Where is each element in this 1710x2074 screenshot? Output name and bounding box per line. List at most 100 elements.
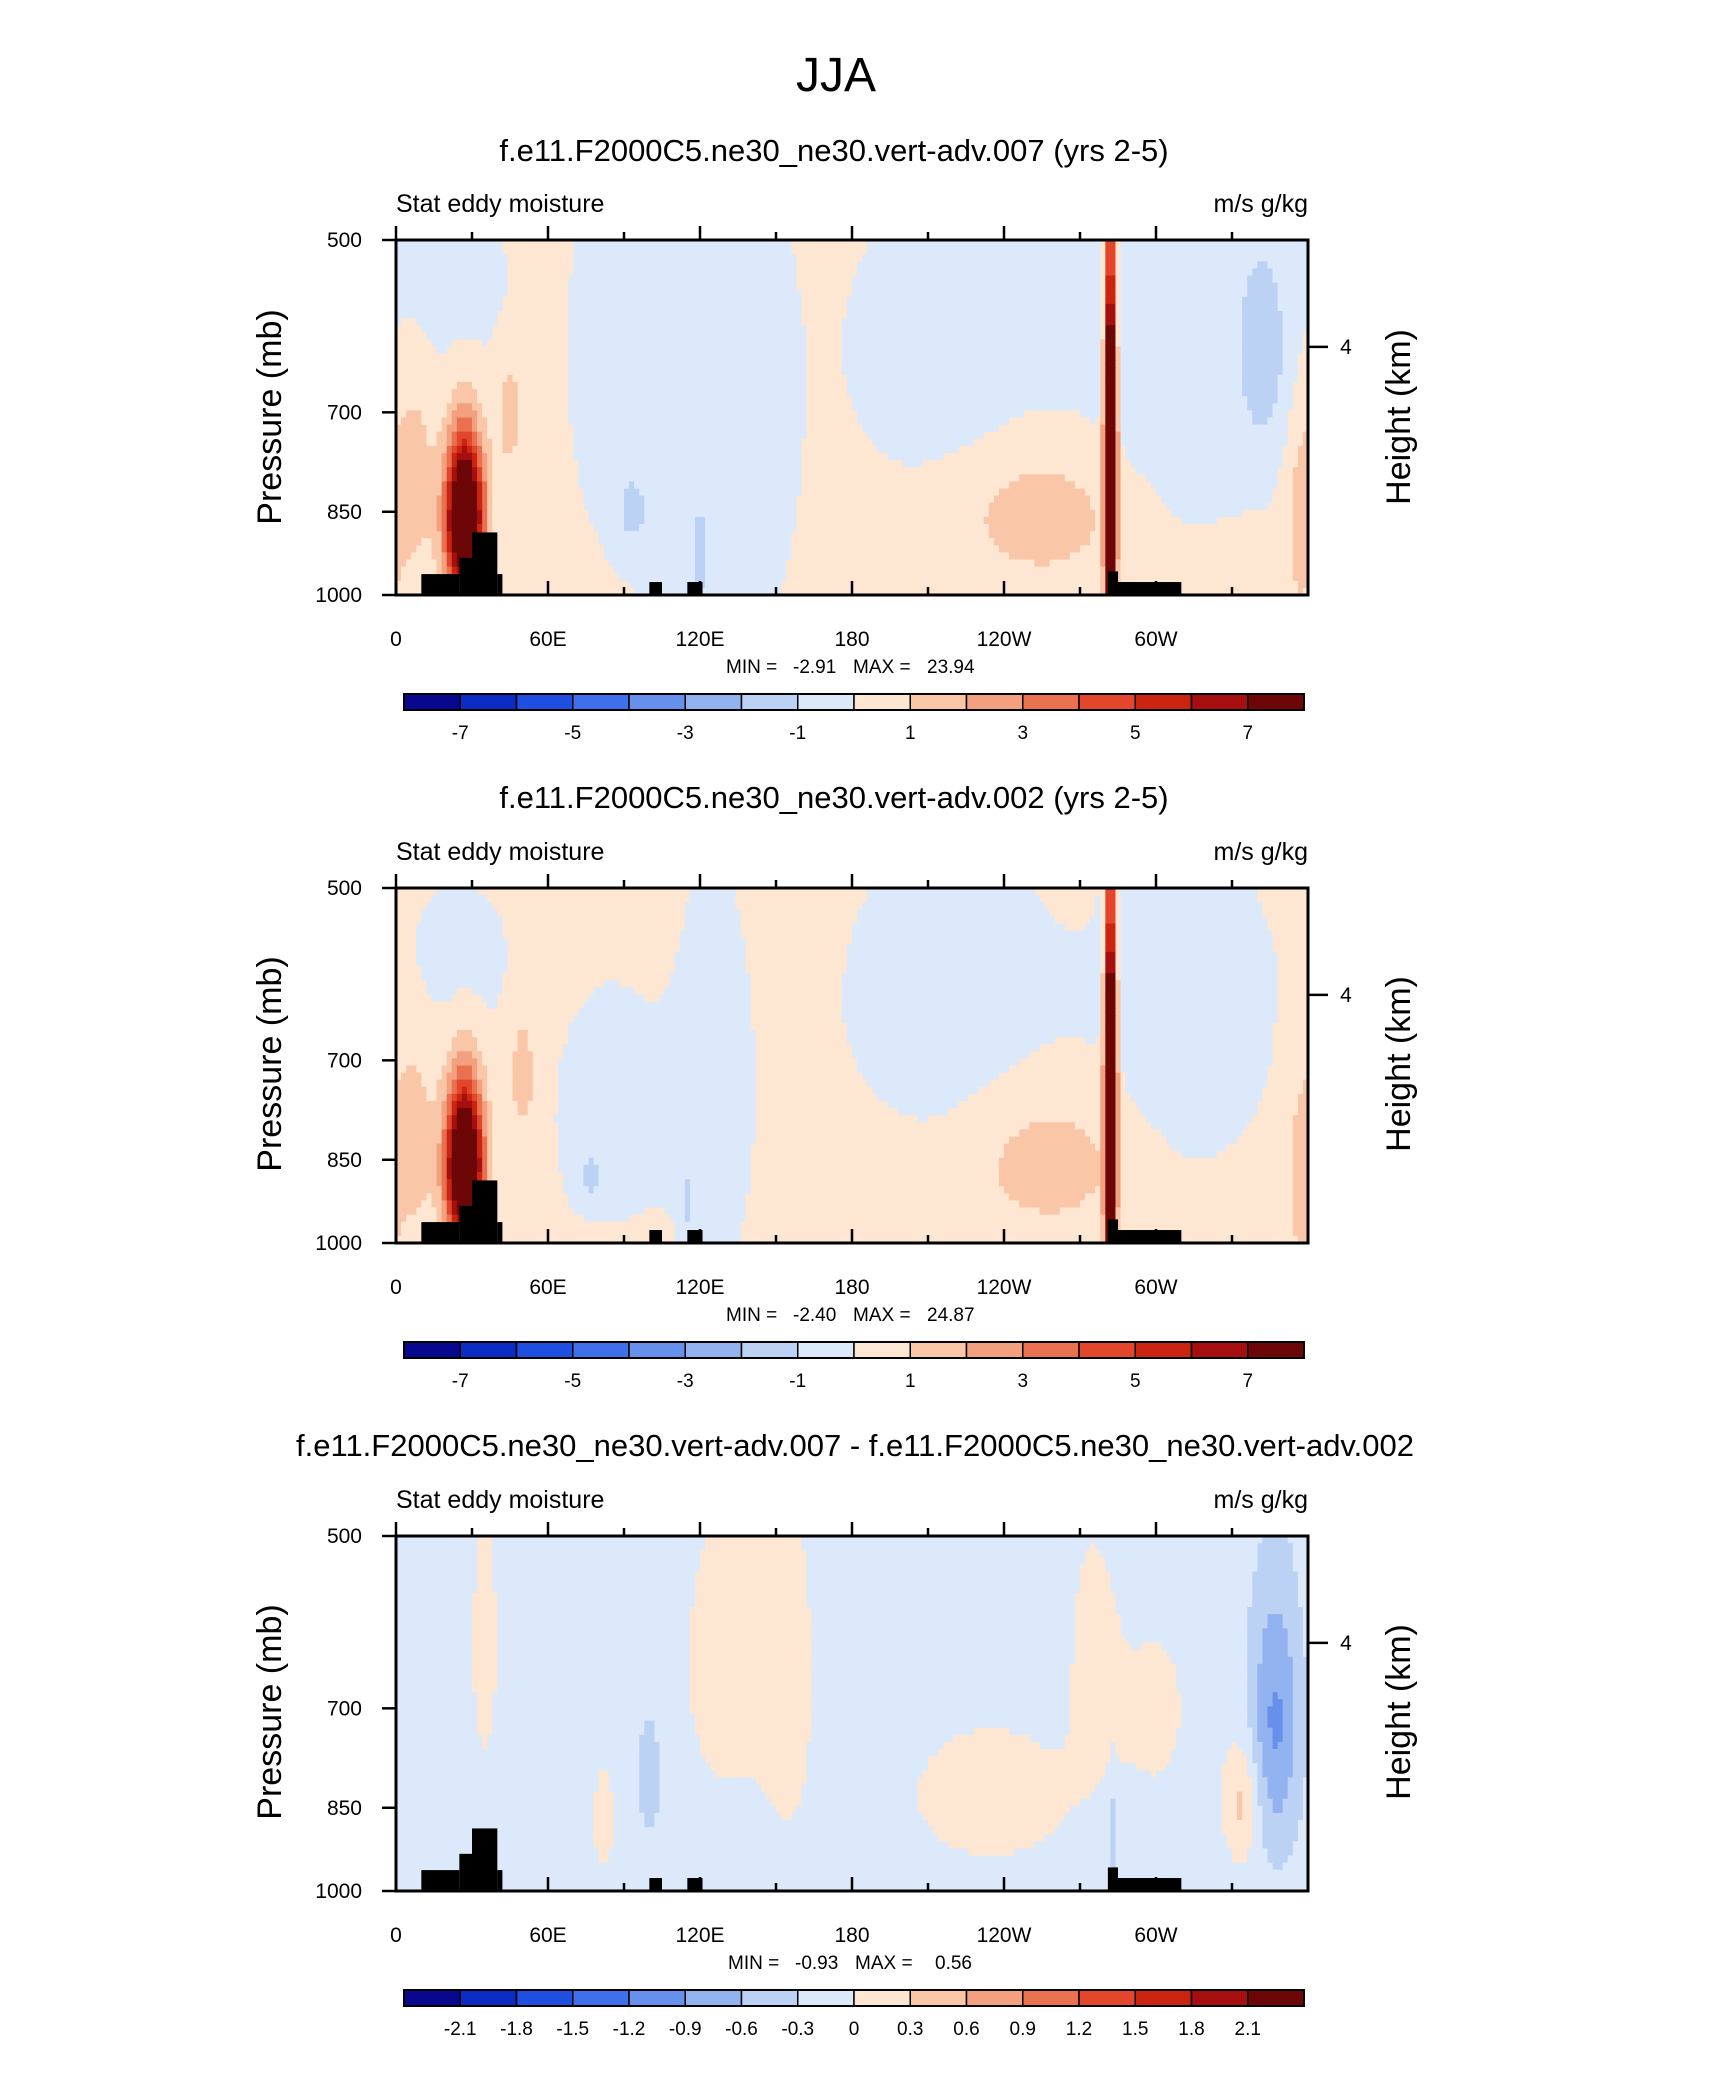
contour-cell [456,282,463,291]
contour-cell [816,417,823,426]
contour-cell [1282,254,1289,262]
contour-cell [948,417,954,426]
contour-cell [1069,346,1076,355]
contour-cell [1181,410,1187,419]
contour-cell [472,417,478,426]
contour-cell [1161,325,1167,333]
contour-cell [933,261,939,269]
contour-cell [1277,403,1284,411]
contour-cell [988,332,995,340]
contour-cell [1181,268,1187,277]
contour-cell [735,282,742,291]
figure-title: JJA [796,49,876,102]
contour-cell [938,417,944,426]
contour-cell [755,303,762,312]
contour-cell [902,353,909,362]
contour-cell [983,360,990,369]
contour-cell [922,360,929,369]
contour-cell [963,303,970,312]
contour-cell [917,396,924,404]
contour-cell [887,268,894,277]
contour-cell [1267,247,1274,255]
contour-cell [654,282,661,291]
contour-cell [568,367,574,376]
contour-cell [922,417,929,426]
contour-cell [867,240,873,248]
contour-cell [401,396,407,404]
contour-cell [1069,360,1076,369]
contour-cell [735,303,742,312]
contour-cell [639,325,645,333]
contour-cell [1206,254,1213,262]
contour-cell [958,396,965,404]
contour-cell [1201,282,1208,291]
contour-cell [973,261,980,269]
contour-cell [1262,360,1269,369]
contour-cell [770,268,777,277]
contour-cell [629,382,635,390]
contour-cell [558,254,564,262]
contour-cell [1049,325,1056,333]
contour-cell [781,303,787,312]
contour-cell [629,254,635,262]
contour-cell [1161,396,1167,404]
contour-cell [507,396,514,404]
contour-cell [831,247,838,255]
contour-cell [811,431,818,440]
contour-cell [1145,275,1152,284]
contour-cell [502,311,509,319]
contour-cell [1211,410,1218,419]
contour-cell [1074,325,1081,333]
contour-cell [902,431,909,440]
contour-cell [1171,346,1177,355]
contour-cell [1156,360,1162,369]
contour-cell [836,332,843,340]
contour-cell [730,346,737,355]
contour-cell [988,417,995,426]
contour-cell [978,396,985,404]
contour-cell [1206,346,1213,355]
contour-cell [1029,360,1035,369]
contour-cell [1039,247,1046,255]
contour-cell [806,396,813,404]
contour-cell [553,367,559,376]
contour-cell [806,318,813,326]
contour-cell [725,374,731,383]
contour-cell [836,261,843,269]
contour-cell [492,410,498,419]
contour-cell [730,431,737,440]
contour-cell [1145,318,1152,326]
contour-cell [841,367,848,376]
contour-cell [1150,353,1157,362]
contour-cell [603,431,610,440]
contour-cell [1069,424,1076,433]
contour-cell [517,247,524,255]
contour-cell [958,431,965,440]
contour-cell [948,360,954,369]
contour-cell [933,417,939,426]
contour-cell [1085,296,1091,305]
contour-cell [705,353,711,362]
contour-cell [1029,261,1035,269]
contour-cell [401,311,407,319]
contour-cell [1014,261,1020,269]
contour-cell [841,360,848,369]
contour-cell [634,303,640,312]
contour-cell [684,296,691,305]
contour-cell [1252,367,1258,376]
contour-cell [811,346,818,355]
contour-cell [897,353,904,362]
contour-cell [1171,240,1177,248]
contour-cell [791,247,797,255]
contour-cell [1267,268,1274,277]
contour-cell [563,431,569,440]
contour-cell [928,254,934,262]
contour-cell [1054,382,1061,390]
contour-cell [421,254,427,262]
contour-cell [1090,424,1096,433]
contour-cell [1277,240,1284,248]
contour-cell [558,374,564,383]
right-string: m/s g/kg [1214,190,1308,218]
contour-cell [593,240,600,248]
contour-cell [1267,353,1274,362]
